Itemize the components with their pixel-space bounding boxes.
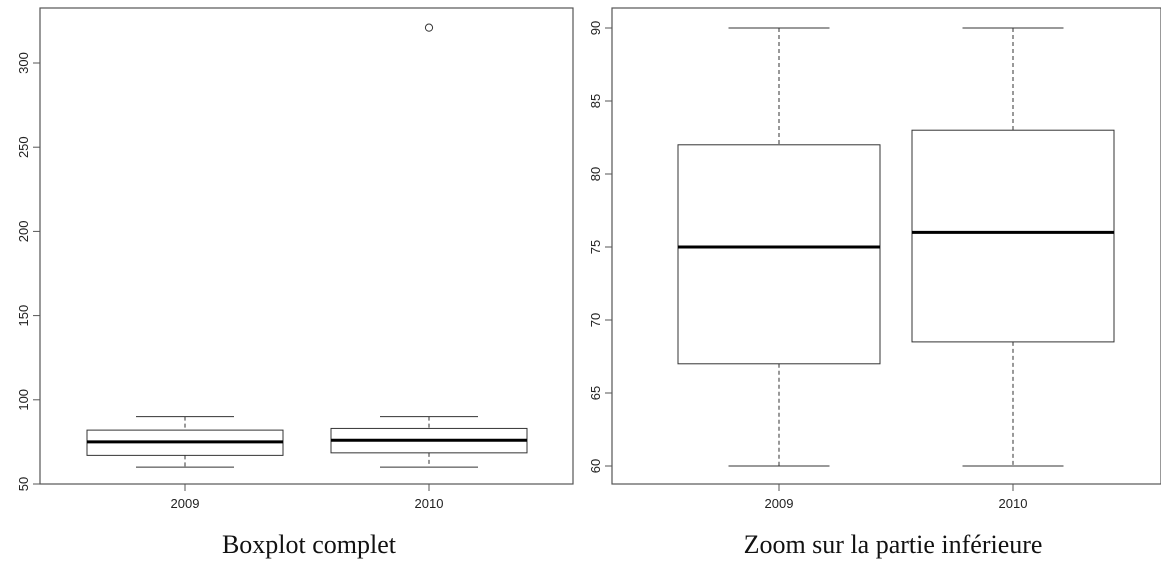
box-2010 [330,23,528,468]
y-tick-label-50: 50 [16,477,31,491]
y-tick-label-80: 80 [588,167,603,181]
box-2009 [86,416,284,468]
y-tick-label-85: 85 [588,94,603,108]
y-tick-label-90: 90 [588,21,603,35]
iqr-box [677,144,881,365]
y-tick-label-100: 100 [16,389,31,411]
box-2010 [911,27,1115,467]
x-tick-label-2009: 2009 [171,496,200,511]
outlier-point [424,23,434,32]
plot-frame [611,7,1161,485]
boxplot-complet-panel: 50 100 150 200 250 300 2009 2010 [16,7,574,511]
y-tick-label-70: 70 [588,313,603,327]
iqr-box [911,129,1115,343]
y-tick-label-200: 200 [16,221,31,243]
x-tick-label-2009: 2009 [765,496,794,511]
zoom-panel: 60 65 70 75 80 85 90 2009 2010 [588,7,1161,511]
y-tick-label-250: 250 [16,136,31,158]
y-tick-label-150: 150 [16,305,31,327]
box-2009 [677,27,881,467]
x-tick-label-2010: 2010 [999,496,1028,511]
x-tick-label-2010: 2010 [415,496,444,511]
y-tick-label-300: 300 [16,52,31,74]
y-tick-label-65: 65 [588,386,603,400]
caption-zoom: Zoom sur la partie inférieure [744,530,1043,559]
y-tick-label-75: 75 [588,240,603,254]
caption-boxplot-complet: Boxplot complet [222,530,397,559]
y-tick-label-60: 60 [588,459,603,473]
plot-frame [39,7,574,485]
